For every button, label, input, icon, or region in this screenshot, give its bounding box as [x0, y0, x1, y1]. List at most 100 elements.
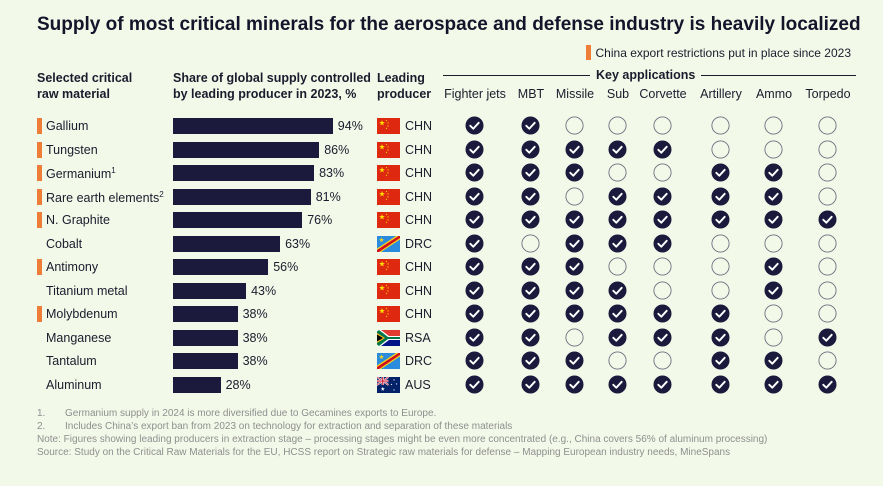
- empty-circle-icon: [711, 257, 730, 276]
- check-circle-icon: [711, 210, 730, 229]
- empty-circle-icon: [711, 280, 730, 300]
- check-circle-icon: [521, 210, 540, 229]
- material-name: Gallium: [46, 119, 88, 133]
- check-circle-icon: [764, 281, 783, 300]
- empty-circle-icon: [764, 116, 783, 135]
- check-circle-icon: [521, 351, 540, 370]
- check-circle-icon: [711, 351, 730, 370]
- check-circle-icon: [521, 328, 540, 347]
- empty-circle-icon: [653, 351, 672, 370]
- producer-code: CHN: [405, 142, 433, 157]
- table-row: Titanium metal 43% CHN: [0, 279, 883, 303]
- check-circle-icon: [653, 210, 672, 229]
- app-header: Torpedo: [805, 87, 851, 101]
- material-name-text: Manganese: [46, 330, 112, 345]
- empty-circle-icon: [764, 233, 783, 253]
- share-bar: [173, 212, 303, 228]
- material-name-text: Rare earth elements: [46, 190, 160, 205]
- share-label: 83%: [319, 166, 345, 180]
- share-bar: [173, 259, 269, 275]
- share-label: 63%: [285, 236, 311, 251]
- check-circle-icon: [608, 187, 627, 206]
- empty-circle-icon: [565, 327, 584, 347]
- empty-circle-icon: [653, 116, 672, 135]
- app-header: Artillery: [700, 87, 742, 101]
- app-header: Fighter jets: [444, 87, 506, 101]
- check-circle-icon: [565, 351, 584, 370]
- flag-icon: [377, 141, 400, 158]
- share-bar: [173, 353, 238, 369]
- share-bar: [173, 282, 247, 299]
- check-circle-icon: [565, 281, 584, 300]
- check-circle-icon: [653, 304, 672, 323]
- check-circle-icon: [565, 375, 584, 394]
- legend-marker: [585, 45, 591, 60]
- check-circle-icon: [465, 375, 484, 394]
- export-restriction-marker: [37, 118, 42, 134]
- app-header: Missile: [555, 87, 595, 101]
- share-label: 28%: [225, 377, 251, 392]
- check-circle-icon: [465, 351, 484, 370]
- footnote-ref: 2: [159, 189, 164, 199]
- share-bar: [173, 141, 320, 158]
- check-circle-icon: [608, 210, 627, 229]
- empty-circle-icon: [608, 351, 627, 370]
- material-name-text: Titanium metal: [46, 283, 128, 298]
- producer-code: CHN: [405, 189, 433, 204]
- check-circle-icon: [711, 328, 730, 347]
- check-circle-icon: [764, 187, 783, 206]
- check-circle-icon: [653, 328, 672, 347]
- flag-icon: [377, 118, 400, 134]
- legend-label: China export restrictions put in place s…: [595, 45, 851, 60]
- share-bar: [173, 118, 333, 134]
- check-circle-icon: [608, 375, 627, 394]
- check-circle-icon: [818, 375, 837, 394]
- empty-circle-icon: [764, 327, 783, 347]
- check-circle-icon: [465, 281, 484, 300]
- app-header: Ammo: [755, 87, 793, 101]
- check-circle-icon: [608, 281, 627, 300]
- material-name-text: Cobalt: [46, 236, 83, 251]
- material-name: Aluminum: [46, 378, 102, 392]
- share-label: 43%: [251, 283, 277, 298]
- producer-code: CHN: [405, 260, 433, 274]
- empty-circle-icon: [764, 139, 783, 159]
- material-name-text: Molybdenum: [46, 307, 118, 321]
- share-bar: [173, 165, 315, 181]
- footnote: Note: Figures showing leading producers …: [37, 434, 767, 445]
- check-circle-icon: [565, 304, 584, 323]
- check-circle-icon: [465, 187, 484, 206]
- export-restriction-marker: [37, 306, 42, 322]
- share-label: 94%: [337, 119, 363, 133]
- check-circle-icon: [465, 163, 484, 182]
- flag-icon: [377, 188, 400, 205]
- check-circle-icon: [653, 187, 672, 206]
- check-circle-icon: [521, 163, 540, 182]
- table-row: Rare earth elements2 81% CHN: [0, 185, 883, 209]
- footnote: 2. Includes China’s export ban from 2023 …: [37, 421, 512, 432]
- producer-code: CHN: [405, 283, 433, 298]
- table-row: Cobalt 63% DRC: [0, 232, 883, 256]
- flag-icon: [377, 259, 400, 275]
- export-restriction-marker: [37, 141, 42, 158]
- empty-circle-icon: [653, 163, 672, 182]
- producer-code: CHN: [405, 166, 433, 180]
- footnote-text: Note: Figures showing leading producers …: [37, 434, 768, 445]
- export-restriction-marker: [37, 188, 42, 205]
- material-name-text: N. Graphite: [46, 213, 110, 227]
- app-header: MBT: [517, 87, 545, 101]
- material-name-text: Aluminum: [46, 377, 102, 392]
- empty-circle-icon: [818, 351, 837, 370]
- export-restriction-marker: [37, 165, 42, 181]
- material-name: Antimony: [46, 260, 98, 274]
- share-label: 38%: [242, 330, 268, 345]
- legend: China export restrictions put in place s…: [585, 45, 851, 60]
- check-circle-icon: [653, 375, 672, 394]
- empty-circle-icon: [764, 304, 783, 323]
- check-circle-icon: [521, 140, 540, 159]
- producer-code: CHN: [405, 213, 433, 227]
- share-label: 76%: [307, 213, 333, 227]
- share-label: 38%: [242, 307, 268, 321]
- footnote-number: 1.: [37, 408, 46, 419]
- producer-code: RSA: [405, 330, 431, 345]
